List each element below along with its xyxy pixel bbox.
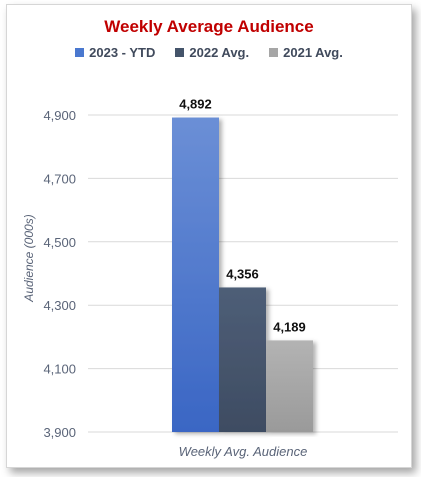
y-tick-label: 4,100 (43, 362, 76, 377)
x-axis-label: Weekly Avg. Audience (179, 444, 308, 459)
y-tick-label: 4,300 (43, 298, 76, 313)
y-tick-label: 3,900 (43, 425, 76, 440)
legend-label-2022: 2022 Avg. (189, 45, 250, 60)
legend-item-2021: 2021 Avg. (269, 45, 343, 60)
legend-swatch-2021 (269, 48, 279, 57)
data-label: 4,892 (179, 97, 212, 112)
legend-label-2021: 2021 Avg. (283, 45, 343, 60)
y-tick-label: 4,900 (43, 108, 76, 123)
chart-title: Weekly Average Audience (104, 17, 314, 36)
data-label: 4,189 (273, 319, 306, 334)
y-tick-label: 4,500 (43, 235, 76, 250)
y-tick-label: 4,700 (43, 171, 76, 186)
legend-swatch-2023 (75, 48, 85, 57)
bars (172, 117, 313, 432)
data-labels: 4,892 4,356 4,189 (179, 97, 306, 335)
chart-legend: 2023 - YTD 2022 Avg. 2021 Avg. (7, 45, 411, 60)
legend-swatch-2022 (175, 48, 185, 57)
legend-item-2023: 2023 - YTD (75, 45, 155, 60)
bar-2022-avg (219, 287, 266, 432)
y-axis-ticks: 3,900 4,100 4,300 4,500 4,700 4,900 (43, 108, 76, 440)
legend-item-2022: 2022 Avg. (175, 45, 249, 60)
legend-label-2023: 2023 - YTD (89, 45, 156, 60)
y-axis-label: Audience (000s) (22, 214, 36, 302)
bar-2023-ytd (172, 117, 219, 432)
bar-2021-avg (266, 340, 313, 432)
data-label: 4,356 (226, 266, 259, 281)
